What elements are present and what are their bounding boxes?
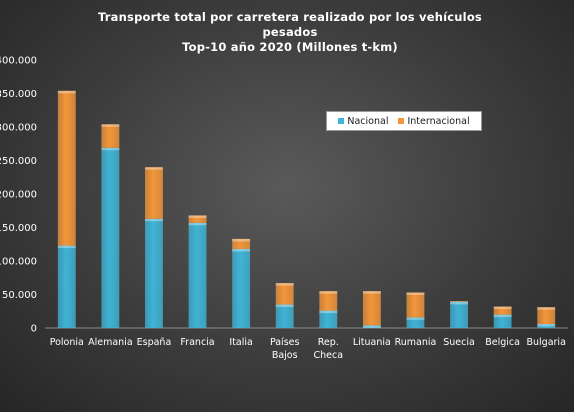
x-tick-label: España: [137, 337, 172, 348]
x-tick-label: Suecia: [443, 337, 475, 348]
bar-cap-internacional-3: [188, 215, 207, 218]
bar-internacional-7: [362, 291, 381, 326]
x-tick-label: Bulgaria: [527, 337, 566, 348]
bar-cap-internacional-10: [493, 306, 512, 310]
bar-internacional-8: [406, 292, 425, 318]
bar-cap-internacional-11: [537, 307, 556, 310]
legend-swatch-internacional: [398, 118, 405, 124]
bar-cap-nacional-9: [450, 301, 468, 305]
bar-cap-nacional-0: [57, 245, 76, 249]
bar-cap-internacional-7: [362, 291, 381, 294]
bar-cap-nacional-4: [232, 248, 251, 252]
bar-nacional-0: [57, 245, 76, 328]
bar-internacional-2: [145, 167, 163, 219]
legend: Nacional Internacional: [326, 111, 482, 131]
bar-nacional-5: [275, 304, 294, 328]
bar-cap-internacional-4: [232, 238, 251, 242]
y-tick-label: 400.000: [0, 56, 37, 67]
x-tick-label: Belgica: [485, 337, 520, 348]
bar-internacional-1: [101, 124, 120, 148]
bar-nacional-9: [450, 301, 468, 328]
legend-entry-internacional: Internacional: [398, 115, 470, 127]
y-tick-label: 300.000: [0, 123, 37, 134]
x-tick-label: Polonia: [50, 337, 84, 348]
y-tick-label: 0: [31, 324, 37, 335]
bar-cap-nacional-3: [188, 222, 207, 226]
bar-cap-internacional-9: [450, 301, 468, 302]
y-tick-label: 200.000: [0, 190, 37, 201]
x-tick-label: Países Bajos: [270, 337, 300, 361]
bar-nacional-7: [362, 325, 381, 328]
bar-cap-nacional-8: [406, 317, 425, 320]
bar-cap-internacional-5: [275, 283, 294, 286]
bar-cap-nacional-10: [493, 314, 512, 318]
bar-nacional-6: [319, 310, 338, 328]
bar-cap-nacional-1: [101, 147, 120, 151]
bar-cap-nacional-2: [145, 218, 163, 222]
x-tick-label: Italia: [229, 337, 252, 348]
bar-cap-internacional-2: [145, 167, 163, 170]
y-tick-label: 250.000: [0, 156, 37, 167]
bar-nacional-3: [188, 222, 207, 328]
bar-nacional-8: [406, 317, 425, 328]
bar-cap-nacional-7: [362, 325, 381, 328]
bar-internacional-9: [450, 301, 468, 302]
legend-swatch-nacional: [338, 118, 345, 124]
bar-nacional-2: [145, 218, 163, 328]
bar-cap-internacional-0: [57, 90, 76, 94]
bar-cap-nacional-6: [319, 310, 338, 314]
bar-internacional-11: [537, 307, 556, 324]
bar-cap-internacional-8: [406, 292, 425, 295]
x-tick-label: Lituania: [353, 337, 391, 348]
bar-nacional-4: [232, 248, 251, 328]
y-tick-label: 150.000: [0, 223, 37, 234]
bar-cap-nacional-11: [537, 323, 556, 327]
legend-entry-nacional: Nacional: [338, 116, 388, 127]
bar-nacional-1: [101, 147, 120, 328]
x-tick-label: Rep. Checa: [314, 337, 344, 361]
y-tick-label: 100.000: [0, 257, 37, 268]
x-tick-label: Francia: [180, 337, 214, 348]
y-tick-label: 350.000: [0, 89, 37, 100]
bar-internacional-5: [275, 283, 294, 305]
chart-title: Transporte total por carretera realizado…: [98, 10, 482, 54]
bar-internacional-6: [319, 291, 338, 311]
bar-cap-internacional-6: [319, 291, 338, 294]
bar-nacional-11: [537, 323, 556, 328]
bar-nacional-10: [493, 314, 512, 328]
bar-internacional-3: [188, 215, 207, 223]
bar-internacional-0: [57, 90, 76, 246]
x-tick-label: Rumania: [395, 337, 437, 348]
y-tick-label: 50.000: [2, 290, 37, 301]
bar-internacional-4: [232, 238, 251, 249]
bar-cap-internacional-1: [101, 124, 120, 127]
legend-label-internacional: Internacional: [407, 115, 470, 127]
x-tick-label: Alemania: [88, 337, 133, 348]
legend-label-nacional: Nacional: [347, 115, 389, 127]
bar-internacional-10: [493, 306, 512, 315]
bar-cap-nacional-5: [275, 304, 294, 308]
